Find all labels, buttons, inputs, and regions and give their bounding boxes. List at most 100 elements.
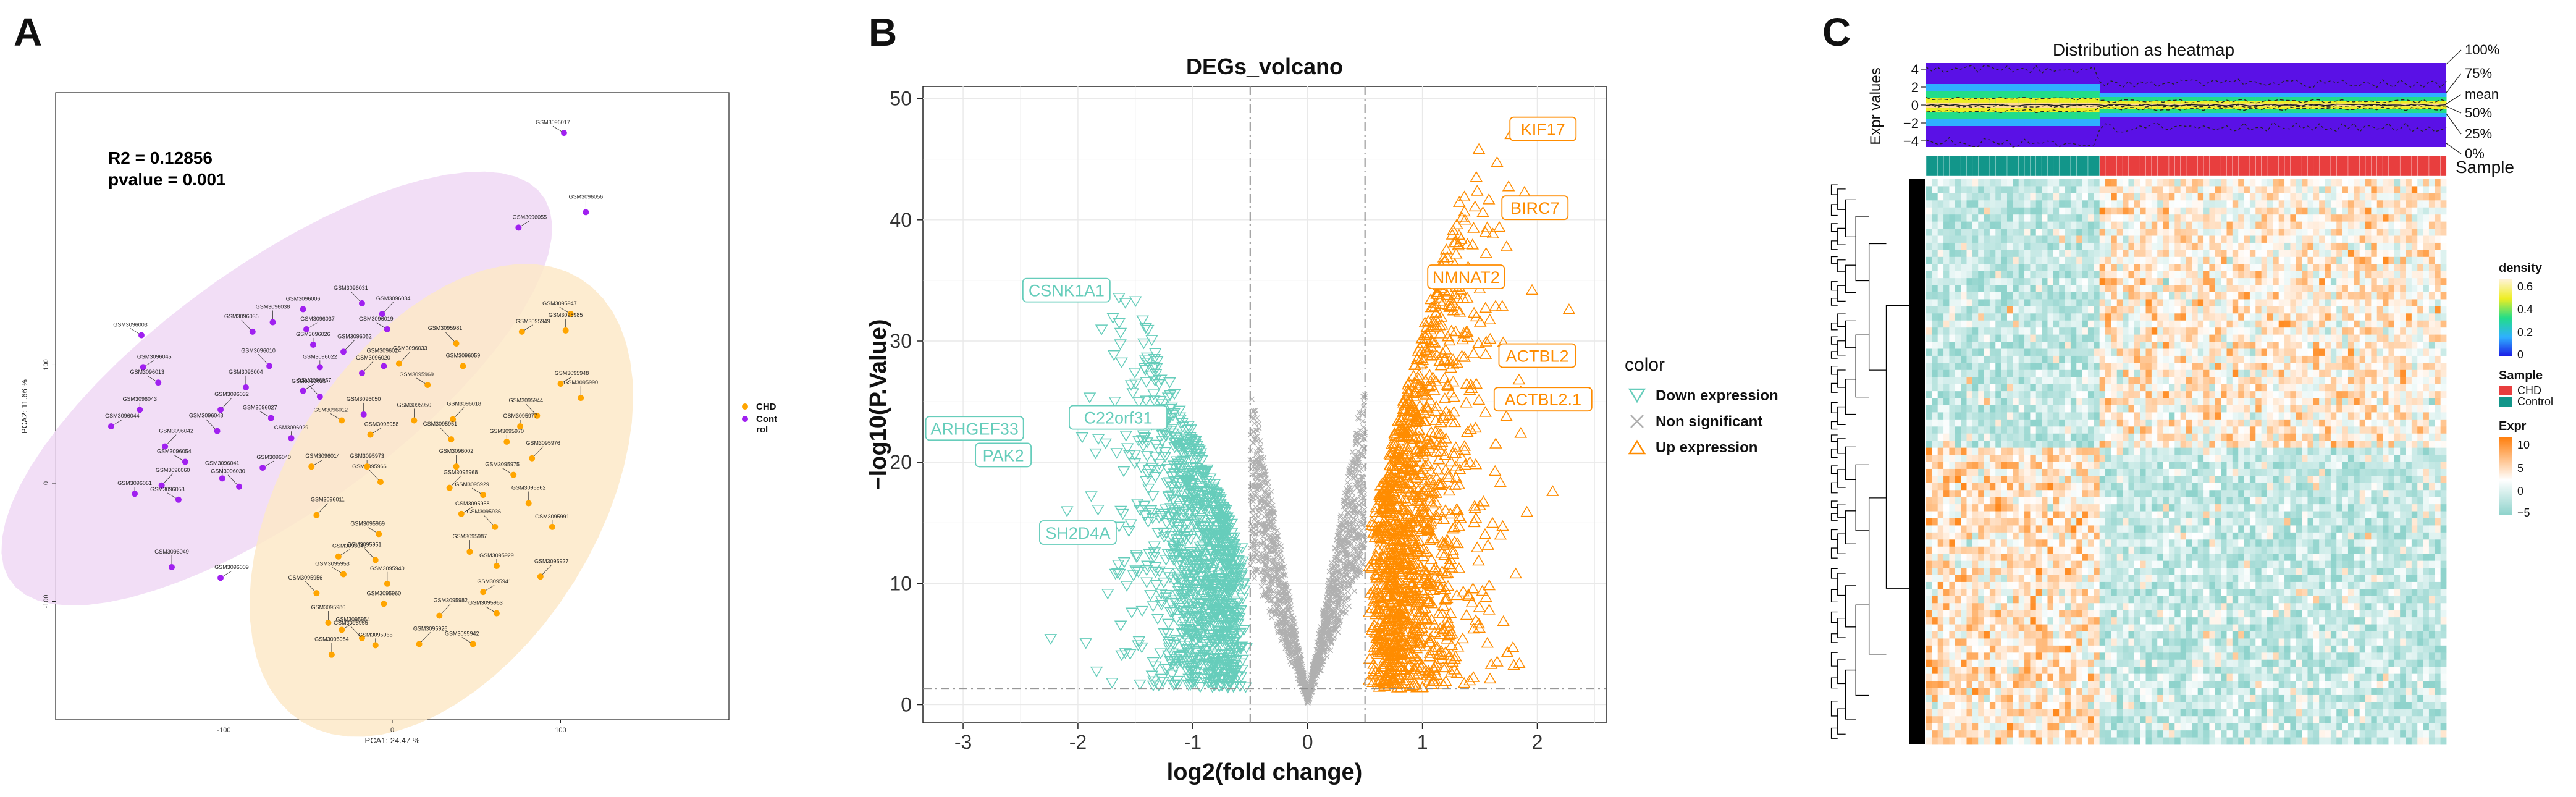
- pca-control-point: [340, 348, 347, 355]
- heatmap-title: Distribution as heatmap: [2053, 40, 2234, 59]
- pca-y-tick-label: 0: [43, 481, 50, 485]
- pca-sample-label: GSM3096022: [303, 353, 337, 360]
- pca-chd-point: [416, 641, 423, 647]
- pca-chd-point: [558, 381, 564, 387]
- pca-sample-label: GSM3096006: [286, 295, 321, 302]
- pca-chd-point: [480, 492, 486, 498]
- pca-chd-point: [494, 563, 500, 569]
- pca-chd-point: [329, 652, 335, 658]
- sample-control-cell: [1932, 156, 1938, 176]
- volcano-gene-label: C22orf31: [1084, 409, 1152, 428]
- volcano-gene-label: SH2D4A: [1045, 524, 1110, 542]
- pca-sample-label: GSM3096014: [305, 453, 340, 459]
- pca-chd-point: [578, 395, 584, 401]
- pca-sample-label: GSM3095975: [485, 462, 520, 468]
- pca-sample-label: GSM3095969: [399, 371, 434, 377]
- pca-sample-label: GSM3096048: [189, 413, 224, 419]
- quantile-leader: [2446, 114, 2461, 134]
- pca-control-point: [270, 319, 276, 326]
- pca-chd-point: [339, 417, 345, 423]
- volcano-x-tick-label: -1: [1184, 731, 1202, 753]
- pca-sample-label: GSM3095958: [364, 421, 399, 427]
- quantile-leader: [2446, 95, 2461, 104]
- quantile-leader: [2446, 50, 2461, 64]
- pca-sample-label: GSM3096003: [113, 322, 148, 328]
- volcano-gene-label: ACTBL2: [1505, 347, 1568, 366]
- density-heatmap-track: [1926, 63, 2447, 147]
- pca-chd-point: [308, 463, 314, 470]
- density-y-ticks: 420−2−4: [1903, 62, 1926, 149]
- pca-control-point: [217, 575, 224, 581]
- pca-control-point: [155, 379, 161, 386]
- quantile-leader: [2446, 106, 2461, 113]
- pca-sample-label: GSM3096019: [359, 316, 394, 322]
- pca-chd-point: [537, 573, 544, 580]
- pca-sample-label: GSM3096049: [154, 549, 189, 555]
- pca-chd-point: [510, 472, 516, 478]
- pca-control-point: [361, 411, 367, 418]
- pca-chd-point: [381, 601, 387, 607]
- pca-sample-label: GSM3096056: [569, 193, 604, 200]
- pca-x-tick-label: 100: [555, 727, 566, 734]
- pca-control-point: [561, 130, 567, 136]
- pca-sample-label: GSM3096045: [137, 353, 172, 360]
- panel-label-c: C: [1822, 10, 1851, 54]
- pca-control-point: [381, 363, 387, 369]
- pca-chd-point: [364, 463, 370, 470]
- pca-control-point: [310, 342, 316, 348]
- sample-control-cell: [1955, 156, 1961, 176]
- pca-x-tick-label: -100: [217, 727, 230, 734]
- pca-chd-point: [396, 361, 402, 367]
- volcano-gene-label: ACTBL2.1: [1504, 390, 1581, 409]
- pca-control-point: [515, 224, 521, 230]
- pca-chd-point: [436, 612, 442, 618]
- pca-control-point: [108, 423, 114, 429]
- pca-legend-control-label-1: Cont: [756, 414, 777, 424]
- pca-sample-label: GSM3096010: [241, 347, 276, 353]
- pca-chd-point: [460, 363, 466, 369]
- volcano-x-tick-label: 2: [1532, 731, 1543, 753]
- volcano-legend-title: color: [1625, 355, 1665, 375]
- pca-chd-point: [519, 329, 525, 335]
- pca-sample-label: GSM3095982: [434, 597, 468, 603]
- pca-sample-label: GSM3096041: [205, 460, 240, 466]
- pca-sample-label: GSM3095958: [455, 500, 490, 507]
- pca-sample-label: GSM3096036: [224, 313, 259, 319]
- pca-chd-point: [313, 590, 319, 596]
- quantile-label: 75%: [2465, 65, 2492, 81]
- volcano-gene-label: BIRC7: [1510, 199, 1560, 217]
- quantile-label: 50%: [2465, 105, 2492, 120]
- pca-control-point: [137, 407, 143, 413]
- pca-chd-point: [453, 340, 460, 347]
- panel-label-a: A: [14, 10, 42, 54]
- pca-chd-point: [466, 549, 473, 555]
- pca-control-point: [182, 459, 188, 465]
- pca-sample-label: GSM3096032: [214, 391, 249, 397]
- pca-sample-label: GSM3095940: [370, 565, 405, 571]
- pca-x-tick-label: 0: [390, 727, 394, 734]
- pca-sample-label: GSM3095956: [288, 575, 323, 581]
- pca-sample-label: GSM3096050: [347, 396, 381, 402]
- pca-sample-label: GSM3095969: [350, 520, 385, 526]
- pca-sample-label: GSM3095984: [314, 636, 349, 643]
- pca-sample-label: GSM3095941: [477, 578, 511, 584]
- pca-control-point: [300, 306, 306, 312]
- pca-control-point: [250, 329, 256, 335]
- pca-chd-point: [503, 439, 510, 445]
- volcano-title: DEGs_volcano: [1186, 54, 1343, 79]
- quantile-label: 25%: [2465, 126, 2492, 141]
- pca-chd-point: [376, 531, 382, 537]
- volcano-legend-nonsig-label: Non significant: [1656, 413, 1762, 430]
- density-y-tick-label: 2: [1911, 80, 1919, 95]
- pca-sample-label: GSM3095955: [334, 620, 368, 626]
- volcano-gene-label: PAK2: [983, 446, 1024, 465]
- pca-sample-label: GSM3095947: [542, 300, 577, 306]
- pca-control-point: [138, 332, 145, 339]
- pca-pvalue-text: pvalue = 0.001: [108, 170, 226, 189]
- pca-sample-label: GSM3095942: [445, 630, 479, 636]
- pca-sample-label: GSM3096002: [439, 448, 474, 454]
- pca-control-point: [288, 435, 295, 441]
- volcano-y-tick-label: 20: [890, 451, 912, 473]
